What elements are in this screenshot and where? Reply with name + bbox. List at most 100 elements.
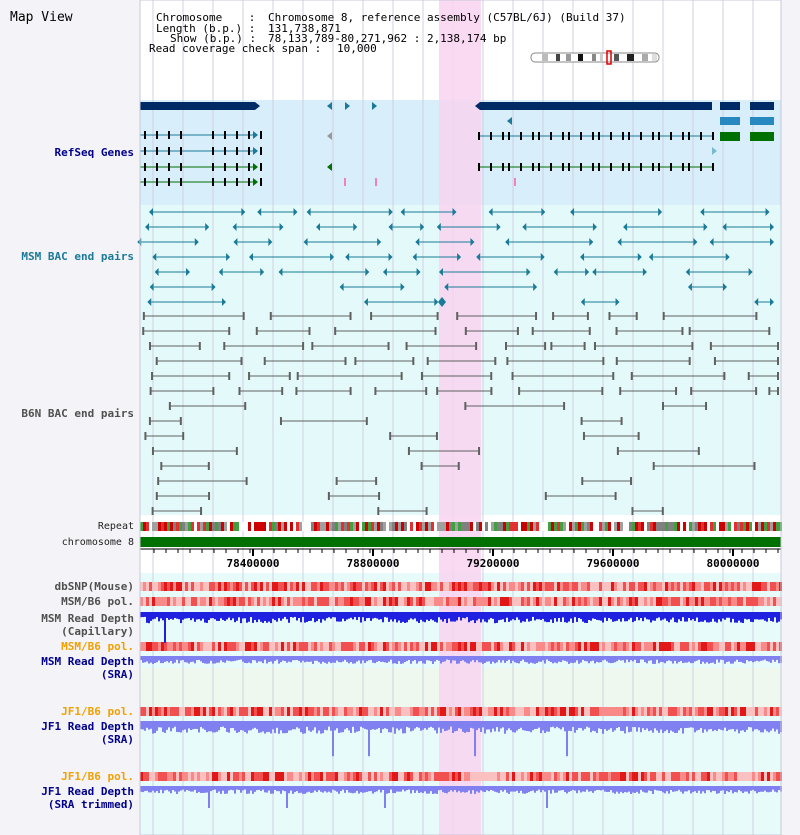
bac-end-marker (149, 342, 152, 350)
polymorphism-cell (671, 597, 674, 606)
bac-end-marker (494, 357, 497, 365)
track-label-jf1-depth-trimmed[interactable]: JF1 Read Depth (41, 785, 134, 798)
polymorphism-cell (701, 707, 704, 716)
read-depth-bar (220, 656, 222, 661)
track-label-jf1-depth-sra[interactable]: JF1 Read Depth (41, 720, 134, 733)
track-label-msm-b6-pol-2[interactable]: MSM/B6 pol. (61, 640, 134, 653)
read-depth-bar (168, 721, 170, 728)
read-depth-bar (758, 786, 760, 793)
read-depth-bar (216, 656, 218, 663)
bac-end-marker (353, 223, 358, 231)
read-depth-bar (476, 612, 478, 621)
polymorphism-cell (581, 642, 584, 651)
read-depth-bar (716, 612, 718, 623)
track-label-msm-bac[interactable]: MSM BAC end pairs (21, 250, 134, 263)
read-depth-bar (170, 786, 172, 794)
polymorphism-cell (548, 597, 551, 606)
track-label-msm-depth-sra[interactable]: MSM Read Depth (41, 655, 134, 668)
read-depth-bar (264, 721, 266, 734)
read-depth-bar (620, 656, 622, 661)
read-depth-bar (276, 721, 278, 728)
polymorphism-cell (254, 642, 257, 651)
read-depth-bar (448, 612, 450, 619)
read-depth-bar (742, 612, 744, 624)
chromosome-bar (140, 537, 781, 547)
read-depth-bar (324, 721, 326, 730)
repeat-segment (572, 522, 575, 531)
bac-end-marker (675, 387, 678, 395)
track-label-jf1-b6-pol-2[interactable]: JF1/B6 pol. (61, 770, 134, 783)
read-depth-bar (646, 612, 648, 620)
track-label-b6n-bac[interactable]: B6N BAC end pairs (21, 407, 134, 420)
read-depth-bar (632, 786, 634, 793)
read-depth-bar (620, 721, 622, 731)
gene-arrow (253, 163, 258, 171)
read-depth-bar (598, 656, 600, 663)
polymorphism-cell (701, 642, 704, 651)
polymorphism-cell (470, 582, 473, 591)
polymorphism-cell (545, 597, 548, 606)
polymorphism-cell (554, 772, 557, 781)
bac-end-marker (658, 208, 663, 216)
polymorphism-cell (164, 642, 167, 651)
polymorphism-cell (458, 707, 461, 716)
polymorphism-cell (635, 772, 638, 781)
track-label-dbsnp[interactable]: dbSNP(Mouse) (54, 580, 134, 593)
repeat-segment (473, 522, 476, 531)
read-depth-bar (728, 612, 730, 618)
polymorphism-cell (176, 642, 179, 651)
polymorphism-cell (437, 642, 440, 651)
bac-end-marker (592, 268, 597, 276)
polymorphism-cell (521, 642, 524, 651)
polymorphism-cell (545, 772, 548, 781)
track-label-msm-b6-pol-1[interactable]: MSM/B6 pol. (61, 595, 134, 608)
polymorphism-cell (431, 642, 434, 651)
track-label-jf1-b6-pol-1[interactable]: JF1/B6 pol. (61, 705, 134, 718)
polymorphism-cell (437, 582, 440, 591)
gene-arrow (475, 102, 480, 110)
polymorphism-cell (392, 707, 395, 716)
read-depth-bar (574, 786, 576, 791)
polymorphism-cell (629, 772, 632, 781)
polymorphism-cell (326, 772, 329, 781)
read-depth-bar (736, 656, 738, 660)
bac-end-marker (602, 357, 605, 365)
read-depth-bar (676, 656, 678, 664)
polymorphism-cell (452, 772, 455, 781)
read-depth-bar (302, 786, 304, 794)
track-label-refseq-genes[interactable]: RefSeq Genes (54, 146, 134, 159)
polymorphism-cell (764, 582, 767, 591)
axis-tick-label: 80000000 (706, 557, 760, 570)
gene-exon (168, 147, 170, 155)
read-depth-bar (352, 612, 354, 620)
read-depth-bar (714, 612, 716, 622)
polymorphism-cell (227, 582, 230, 591)
repeat-segment (740, 522, 743, 531)
repeat-segment (626, 522, 629, 531)
read-depth-bar (726, 612, 728, 618)
read-depth-bar (546, 656, 548, 660)
read-depth-bar (206, 656, 208, 664)
read-depth-bar (372, 612, 374, 619)
polymorphism-cell (617, 707, 620, 716)
polymorphism-cell (260, 597, 263, 606)
polymorphism-cell (674, 772, 677, 781)
read-depth-bar (712, 721, 714, 732)
track-label-msm-depth-capillary[interactable]: MSM Read Depth (41, 612, 134, 625)
read-depth-bar (206, 721, 208, 733)
read-depth-bar (774, 612, 776, 618)
read-depth-bar (720, 656, 722, 660)
read-depth-bar (246, 612, 248, 623)
bac-end-marker (279, 223, 284, 231)
repeat-segment (455, 522, 458, 531)
polymorphism-cell (257, 582, 260, 591)
polymorphism-cell (404, 642, 407, 651)
read-depth-bar (168, 786, 170, 792)
bac-end-marker (589, 238, 594, 246)
read-depth-bar (160, 721, 162, 728)
read-depth-bar (368, 721, 370, 757)
read-depth-bar (682, 786, 684, 794)
read-depth-bar (428, 786, 430, 794)
read-depth-bar (626, 721, 628, 727)
